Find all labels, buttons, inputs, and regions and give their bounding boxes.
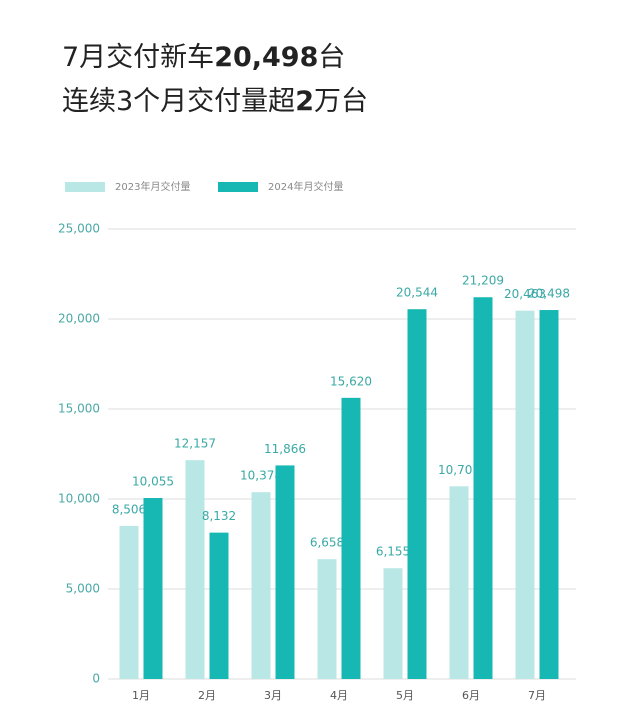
value-label: 8,132: [202, 509, 236, 523]
y-tick-label: 10,000: [58, 492, 100, 506]
bar: [515, 310, 535, 679]
bar: [185, 460, 205, 679]
bar: [251, 492, 271, 679]
bar: [209, 532, 229, 679]
y-tick-label: 0: [92, 672, 100, 686]
x-tick-label: 2月: [198, 689, 216, 702]
bar: [473, 297, 493, 679]
value-label: 20,498: [528, 287, 570, 301]
title-part: 连续3个月交付量超: [62, 86, 295, 117]
title-part: 台: [318, 42, 345, 73]
y-tick-label: 25,000: [58, 222, 100, 236]
title-part: 20,498: [214, 42, 318, 73]
x-tick-label: 3月: [264, 689, 282, 702]
bar: [275, 465, 295, 679]
value-label: 20,544: [396, 286, 438, 300]
bar: [407, 309, 427, 679]
x-tick-label: 4月: [330, 689, 348, 702]
value-label: 10,055: [132, 475, 174, 489]
value-label: 20,463: [504, 287, 546, 301]
title-line1: 7月交付新车20,498台: [62, 42, 345, 73]
bar: [449, 486, 469, 679]
value-label: 12,157: [174, 437, 216, 451]
legend-swatch: [65, 182, 105, 192]
x-tick-label: 6月: [462, 689, 480, 702]
title-part: 7月交付新车: [62, 42, 214, 73]
legend-label: 2023年月交付量: [115, 180, 190, 193]
bar: [539, 310, 559, 679]
y-tick-label: 5,000: [66, 582, 100, 596]
bar: [341, 397, 361, 679]
value-label: 6,658: [310, 536, 344, 550]
x-tick-label: 5月: [396, 689, 414, 702]
value-label: 6,155: [376, 545, 410, 559]
bar: [383, 568, 403, 679]
bar: [143, 498, 163, 679]
value-label: 21,209: [462, 274, 504, 288]
x-tick-label: 1月: [132, 689, 150, 702]
legend-label: 2024年月交付量: [268, 180, 343, 193]
y-tick-label: 20,000: [58, 312, 100, 326]
value-label: 10,707: [438, 463, 480, 477]
x-tick-label: 7月: [528, 689, 546, 702]
title-part: 万台: [314, 86, 368, 117]
title-part: 2: [295, 86, 314, 117]
value-label: 10,378: [240, 469, 282, 483]
value-label: 11,866: [264, 442, 306, 456]
y-tick-label: 15,000: [58, 402, 100, 416]
value-label: 15,620: [330, 374, 372, 388]
bar: [119, 525, 139, 679]
title-line2: 连续3个月交付量超2万台: [62, 86, 368, 117]
bar: [317, 559, 337, 679]
value-label: 8,506: [112, 502, 146, 516]
legend-swatch: [218, 182, 258, 192]
